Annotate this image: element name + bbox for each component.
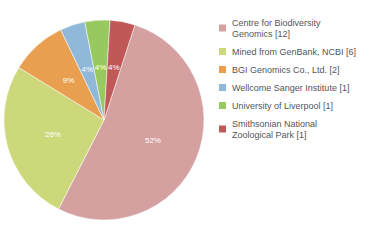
svg-text:4%: 4% (82, 65, 94, 74)
svg-text:26%: 26% (45, 130, 61, 139)
svg-text:Genomics [12]: Genomics [12] (232, 29, 290, 39)
svg-text:Zoological Park [1]: Zoological Park [1] (232, 130, 307, 140)
svg-text:52%: 52% (145, 136, 161, 145)
svg-text:University of Liverpool [1]: University of Liverpool [1] (232, 101, 333, 111)
svg-text:9%: 9% (63, 76, 75, 85)
svg-text:4%: 4% (95, 63, 107, 72)
svg-text:Centre for Biodiversity: Centre for Biodiversity (232, 18, 321, 28)
svg-text:Wellcome Sanger Institute [1]: Wellcome Sanger Institute [1] (232, 83, 349, 93)
svg-text:Mined from GenBank, NCBI [6]: Mined from GenBank, NCBI [6] (232, 47, 356, 57)
svg-text:Smithsonian National: Smithsonian National (232, 119, 317, 129)
svg-text:4%: 4% (108, 63, 120, 72)
svg-text:BGI Genomics Co., Ltd. [2]: BGI Genomics Co., Ltd. [2] (232, 65, 340, 75)
